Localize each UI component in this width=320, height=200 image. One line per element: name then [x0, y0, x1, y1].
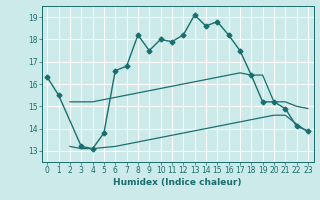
X-axis label: Humidex (Indice chaleur): Humidex (Indice chaleur): [113, 178, 242, 187]
